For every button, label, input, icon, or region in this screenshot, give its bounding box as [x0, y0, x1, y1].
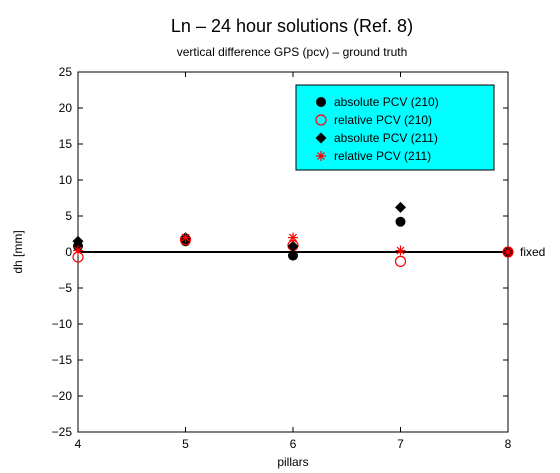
y-axis-label: dh [mm] — [11, 230, 25, 273]
y-tick-label: 5 — [65, 209, 72, 223]
legend: absolute PCV (210) relative PCV (210) ab… — [295, 84, 495, 171]
legend-label-series-2: relative PCV (210) — [334, 113, 432, 127]
legend-marker-series-2 — [315, 114, 327, 126]
legend-marker-series-1 — [316, 97, 326, 107]
data-point-series-4 — [288, 232, 298, 243]
y-tick-label: 10 — [59, 173, 73, 187]
legend-marker-series-4 — [316, 151, 326, 161]
legend-label-series-4: relative PCV (211) — [334, 149, 431, 163]
data-point-series-3 — [72, 235, 84, 247]
y-tick-label: 25 — [59, 65, 73, 79]
data-point-series-1 — [395, 216, 406, 227]
y-tick-label: −25 — [52, 425, 73, 439]
legend-marker-series-3 — [315, 132, 327, 144]
x-tick-label: 8 — [505, 437, 512, 451]
data-point-series-2 — [394, 255, 407, 267]
data-point-series-4 — [180, 232, 191, 243]
y-tick-label: 15 — [59, 137, 73, 151]
legend-box — [295, 84, 495, 171]
fixed-annotation: fixed — [520, 245, 545, 259]
legend-label-series-3: absolute PCV (211) — [334, 131, 438, 145]
data-point-series-1 — [288, 250, 298, 261]
chart-subtitle: vertical difference GPS (pcv) – ground t… — [177, 45, 408, 59]
data-point-series-3 — [287, 240, 299, 252]
y-tick-label: −10 — [52, 317, 73, 331]
data-point-series-4 — [503, 247, 513, 257]
data-point-series-4 — [73, 245, 83, 256]
x-tick-label: 5 — [182, 437, 189, 451]
x-tick-label: 7 — [397, 437, 404, 451]
y-tick-label: −15 — [52, 353, 73, 367]
data-point-series-4 — [395, 245, 406, 256]
data-point-series-3 — [395, 201, 406, 213]
x-axis-label: pillars — [277, 455, 308, 469]
y-tick-label: −20 — [52, 389, 73, 403]
y-tick-label: 20 — [59, 101, 73, 115]
x-tick-label: 6 — [290, 437, 297, 451]
legend-label-series-1: absolute PCV (210) — [334, 95, 439, 109]
x-tick-label: 4 — [75, 437, 82, 451]
y-tick-label: −5 — [58, 281, 72, 295]
y-tick-label: 0 — [65, 245, 72, 259]
chart-title: Ln – 24 hour solutions (Ref. 8) — [171, 16, 413, 36]
